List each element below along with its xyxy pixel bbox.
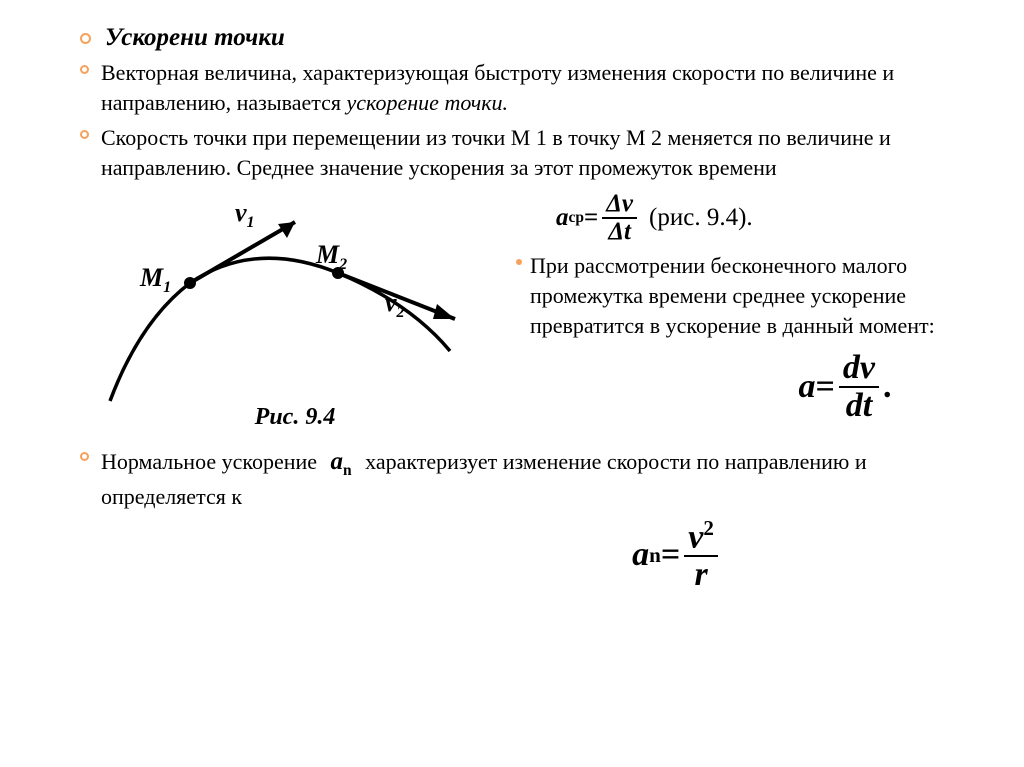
eq-avg-lhs-sub: ср	[569, 209, 585, 227]
para-4a: Нормальное ускорение	[101, 449, 323, 474]
eq-avg-lhs-a: a	[556, 204, 569, 232]
eq-normal-accel: an = v2 r	[380, 517, 974, 593]
para-1-text: Векторная величина, характеризующая быст…	[101, 58, 974, 117]
middle-area: M1 M2 v1 v2 Рис. 9.4 aср = Δv Δt (рис. 9…	[80, 191, 974, 431]
bullet-icon	[80, 130, 89, 139]
eq-avg-den: Δt	[604, 219, 635, 245]
eq-norm-equals: =	[661, 536, 680, 574]
para-2-text: Скорость точки при перемещении из точки …	[101, 123, 974, 182]
bullet-icon	[80, 33, 91, 44]
title-row: Ускорени точки	[80, 24, 974, 52]
eq-inst-equals: =	[816, 368, 835, 406]
para-3-text: При рассмотрении бесконечного малого про…	[530, 251, 974, 340]
eq-avg-num: Δv	[602, 191, 637, 217]
vector-v1	[190, 222, 295, 283]
label-v1: v1	[235, 198, 255, 231]
para-3: При рассмотрении бесконечного малого про…	[516, 251, 974, 340]
eq-norm-num-base: v	[688, 519, 703, 556]
figure-svg: M1 M2 v1 v2	[80, 191, 480, 406]
bullet-dot-icon	[516, 259, 522, 265]
para-1b: ускорение точки.	[347, 90, 509, 115]
para-1: Векторная величина, характеризующая быст…	[80, 58, 974, 117]
bullet-icon	[80, 452, 89, 461]
label-m2: M2	[315, 240, 347, 273]
eq-inst-tail: .	[883, 368, 892, 406]
sym-n: n	[343, 462, 352, 479]
eq-average-accel: aср = Δv Δt (рис. 9.4).	[556, 191, 974, 246]
eq-instant-accel: a = dv dt .	[716, 350, 974, 423]
eq-inst-frac: dv dt	[839, 350, 879, 423]
eq-inst-den: dt	[842, 388, 876, 424]
figure-caption: Рис. 9.4	[80, 404, 510, 431]
eq-norm-num-sup: 2	[703, 516, 714, 540]
sym-a: a	[331, 448, 344, 475]
eq-inst-num: dv	[839, 350, 879, 386]
para-4: Нормальное ускорение an характеризует из…	[80, 445, 974, 512]
arrowhead-v2	[433, 304, 455, 319]
eq-norm-lhs-sub: n	[649, 543, 661, 568]
inline-sym-an: an	[331, 448, 352, 475]
para-2: Скорость точки при перемещении из точки …	[80, 123, 974, 182]
para-4-text: Нормальное ускорение an характеризует из…	[101, 445, 974, 512]
slide-page: Ускорени точки Векторная величина, харак…	[0, 0, 1024, 767]
eq-avg-equals: =	[584, 204, 598, 232]
eq-norm-frac: v2 r	[684, 517, 718, 593]
right-column: aср = Δv Δt (рис. 9.4). При рассмотрении…	[510, 191, 974, 431]
slide-title: Ускорени точки	[105, 24, 285, 52]
eq-avg-frac: Δv Δt	[602, 191, 637, 246]
eq-norm-den: r	[690, 557, 711, 593]
label-v2: v2	[385, 288, 405, 321]
label-m1: M1	[139, 263, 171, 296]
eq-norm-num: v2	[684, 517, 718, 555]
eq-avg-tail: (рис. 9.4).	[649, 204, 753, 232]
bullet-icon	[80, 65, 89, 74]
figure-column: M1 M2 v1 v2 Рис. 9.4	[80, 191, 510, 431]
eq-norm-lhs-a: a	[632, 536, 649, 574]
eq-inst-lhs: a	[799, 368, 816, 406]
